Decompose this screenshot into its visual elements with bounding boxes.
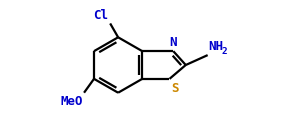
Text: 2: 2 [222,47,227,56]
Text: NH: NH [209,40,224,53]
Text: Cl: Cl [93,9,108,22]
Text: N: N [170,36,177,49]
Text: S: S [171,82,179,95]
Text: MeO: MeO [61,95,83,108]
